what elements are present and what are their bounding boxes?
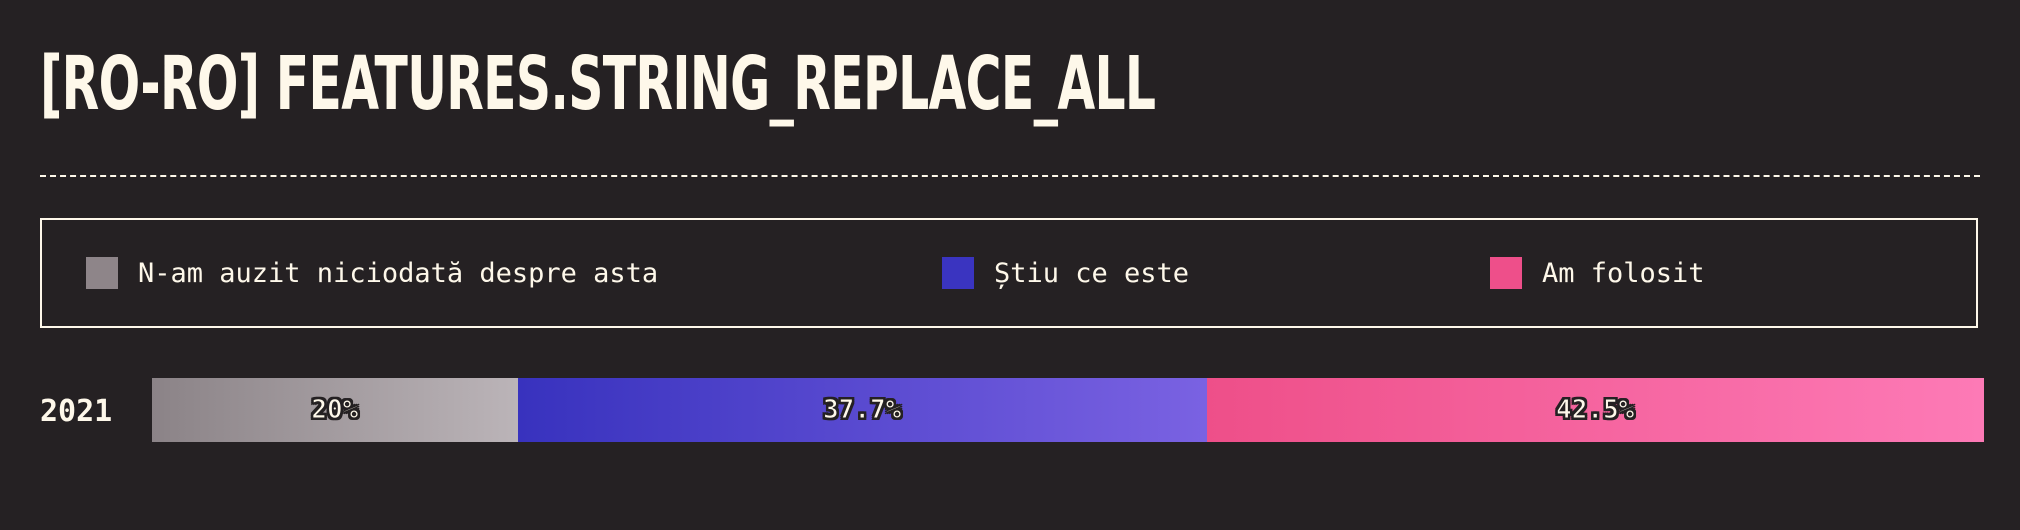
legend-swatch-know-what-it-is: [942, 257, 974, 289]
bar-segment-know-what-it-is[interactable]: 37.7%: [517, 378, 1207, 442]
bar-segment-never-heard[interactable]: 20%: [152, 378, 518, 442]
legend: N-am auzit niciodată despre asta Știu ce…: [40, 218, 1978, 328]
bar-row-label: 2021: [40, 394, 113, 429]
bar-label-used-it: 42.5%: [1556, 395, 1635, 426]
bar-label-know-what-it-is: 37.7%: [823, 395, 902, 426]
title-divider: [40, 175, 1980, 177]
bar-segment-used-it[interactable]: 42.5%: [1206, 378, 1984, 442]
legend-swatch-used-it: [1490, 257, 1522, 289]
legend-swatch-never-heard: [86, 257, 118, 289]
legend-label-know-what-it-is: Știu ce este: [994, 257, 1190, 289]
legend-item-know-what-it-is[interactable]: Știu ce este: [942, 220, 1189, 326]
chart-title: [RO-RO] FEATURES.STRING_REPLACE_ALL: [40, 41, 1156, 127]
legend-label-used-it: Am folosit: [1542, 257, 1705, 289]
stacked-bar: 20% 37.7% 42.5%: [152, 378, 1984, 442]
legend-item-never-heard[interactable]: N-am auzit niciodată despre asta: [86, 220, 658, 326]
legend-label-never-heard: N-am auzit niciodată despre asta: [138, 257, 659, 289]
legend-item-used-it[interactable]: Am folosit: [1490, 220, 1705, 326]
bar-label-never-heard: 20%: [311, 395, 359, 426]
